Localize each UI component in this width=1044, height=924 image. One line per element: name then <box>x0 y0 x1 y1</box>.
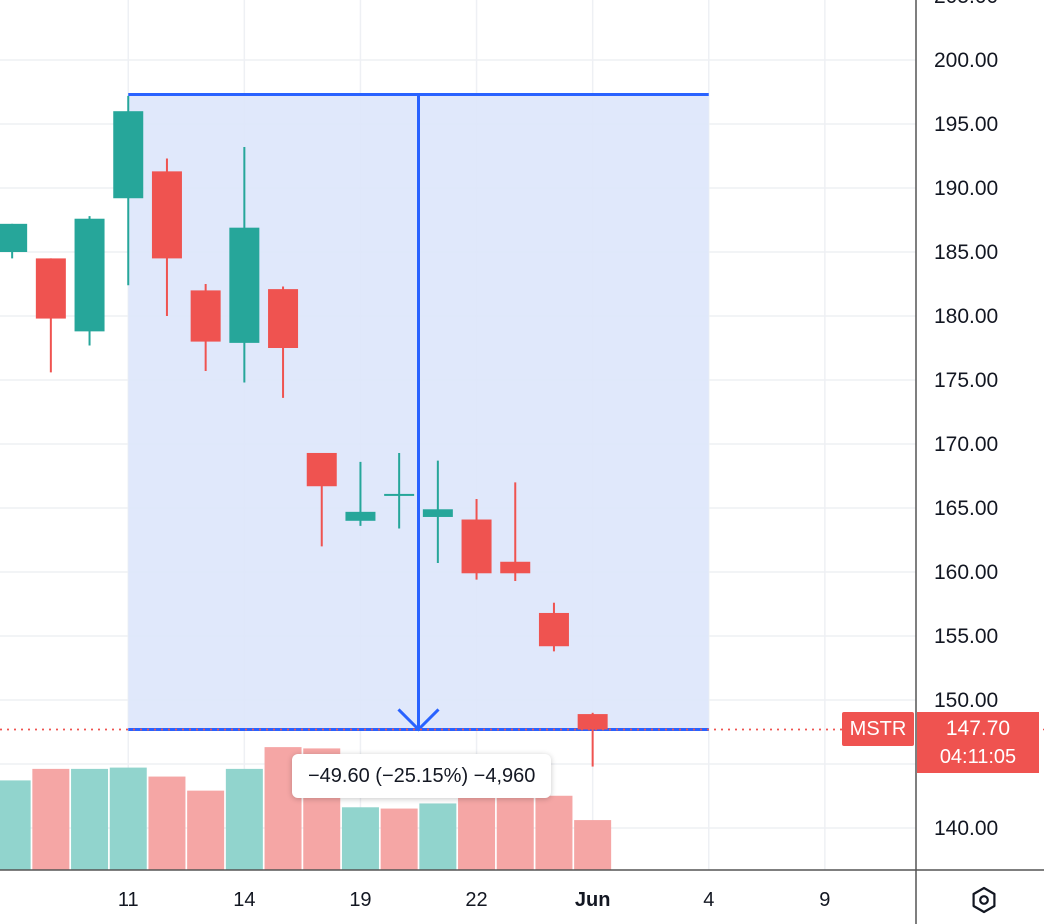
candle <box>190 284 221 372</box>
candle <box>0 223 28 259</box>
candle <box>35 258 66 373</box>
candle <box>577 712 608 767</box>
volume-bar <box>380 808 418 870</box>
hexagon-settings-icon[interactable] <box>966 882 1002 918</box>
price-tick-label: 185.00 <box>934 241 998 264</box>
measure-label-text: −49.60 (−25.15%) −4,960 <box>308 765 536 787</box>
candle <box>461 499 492 580</box>
candlesticks <box>0 95 608 767</box>
candle-body <box>577 714 608 730</box>
candle <box>151 158 182 316</box>
price-tick-label: 160.00 <box>934 561 998 584</box>
candle-body <box>35 258 66 319</box>
price-tick-label: 200.00 <box>934 49 998 72</box>
volume-bar <box>187 790 225 870</box>
bar-countdown: 04:11:05 <box>939 746 1017 768</box>
time-axis[interactable]: 11 14 19 22 Jun 4 9 <box>118 889 831 911</box>
volume-bars <box>0 747 612 870</box>
candle-body <box>500 561 531 574</box>
volume-bar <box>109 767 147 870</box>
candle-body <box>190 290 221 342</box>
candle <box>538 602 569 652</box>
volume-bar <box>496 795 534 870</box>
time-tick-label: 4 <box>703 889 714 911</box>
time-tick-label: 14 <box>233 889 255 911</box>
measure-arrow-head <box>397 708 440 732</box>
time-tick-label: 19 <box>349 889 371 911</box>
last-price-value: 147.70 <box>945 717 1011 740</box>
price-tick-label: 180.00 <box>934 305 998 328</box>
candle-body <box>0 223 28 252</box>
price-tick-label: 150.00 <box>934 689 998 712</box>
candle-body <box>74 218 105 332</box>
price-tick-label: 190.00 <box>934 177 998 200</box>
candle <box>384 452 415 529</box>
candle-body <box>461 519 492 574</box>
candle-body <box>306 452 337 487</box>
volume-bar <box>458 790 496 870</box>
candle <box>345 461 376 526</box>
volume-bar <box>535 795 573 870</box>
candle-body <box>151 171 182 259</box>
price-tick-label: 165.00 <box>934 497 998 520</box>
volume-bar <box>419 803 457 870</box>
candle <box>74 216 105 346</box>
candle-body <box>268 289 299 348</box>
price-tick-label: 175.00 <box>934 369 998 392</box>
price-tick-label: 170.00 <box>934 433 998 456</box>
candle <box>306 452 337 547</box>
last-price-label: 147.70 04:11:05 <box>917 712 1039 773</box>
volume-bar <box>0 780 31 870</box>
candle <box>268 286 299 398</box>
price-tick-label: 155.00 <box>934 625 998 648</box>
price-range-measure[interactable] <box>128 93 709 732</box>
time-tick-label: 11 <box>118 889 139 911</box>
volume-bar <box>148 776 186 870</box>
candle-body <box>384 493 415 496</box>
candle <box>113 95 144 286</box>
time-tick-label: 22 <box>465 889 487 911</box>
volume-bar <box>225 768 263 870</box>
price-axis[interactable]: 140.00 150.00 155.00 160.00 165.00 170.00 175.… <box>934 0 998 840</box>
volume-bar <box>32 768 70 870</box>
time-tick-label: 9 <box>819 889 830 911</box>
symbol-text: MSTR <box>849 718 907 740</box>
candle <box>500 482 531 581</box>
time-tick-label: Jun <box>575 889 611 911</box>
candle-body <box>113 111 144 199</box>
candle-body <box>229 227 260 343</box>
volume-bar <box>574 820 612 870</box>
candle <box>422 460 453 564</box>
candle-body <box>422 509 453 517</box>
symbol-label: MSTR <box>842 712 914 746</box>
measure-label: −49.60 (−25.15%) −4,960 <box>292 754 552 798</box>
volume-bar <box>71 768 109 870</box>
price-tick-label: 205.00 <box>934 0 998 8</box>
price-tick-label: 140.00 <box>934 817 998 840</box>
candle-body <box>345 511 376 521</box>
candle-body <box>538 612 569 647</box>
price-tick-label: 195.00 <box>934 113 998 136</box>
volume-bar <box>341 807 379 870</box>
candle <box>229 147 260 383</box>
